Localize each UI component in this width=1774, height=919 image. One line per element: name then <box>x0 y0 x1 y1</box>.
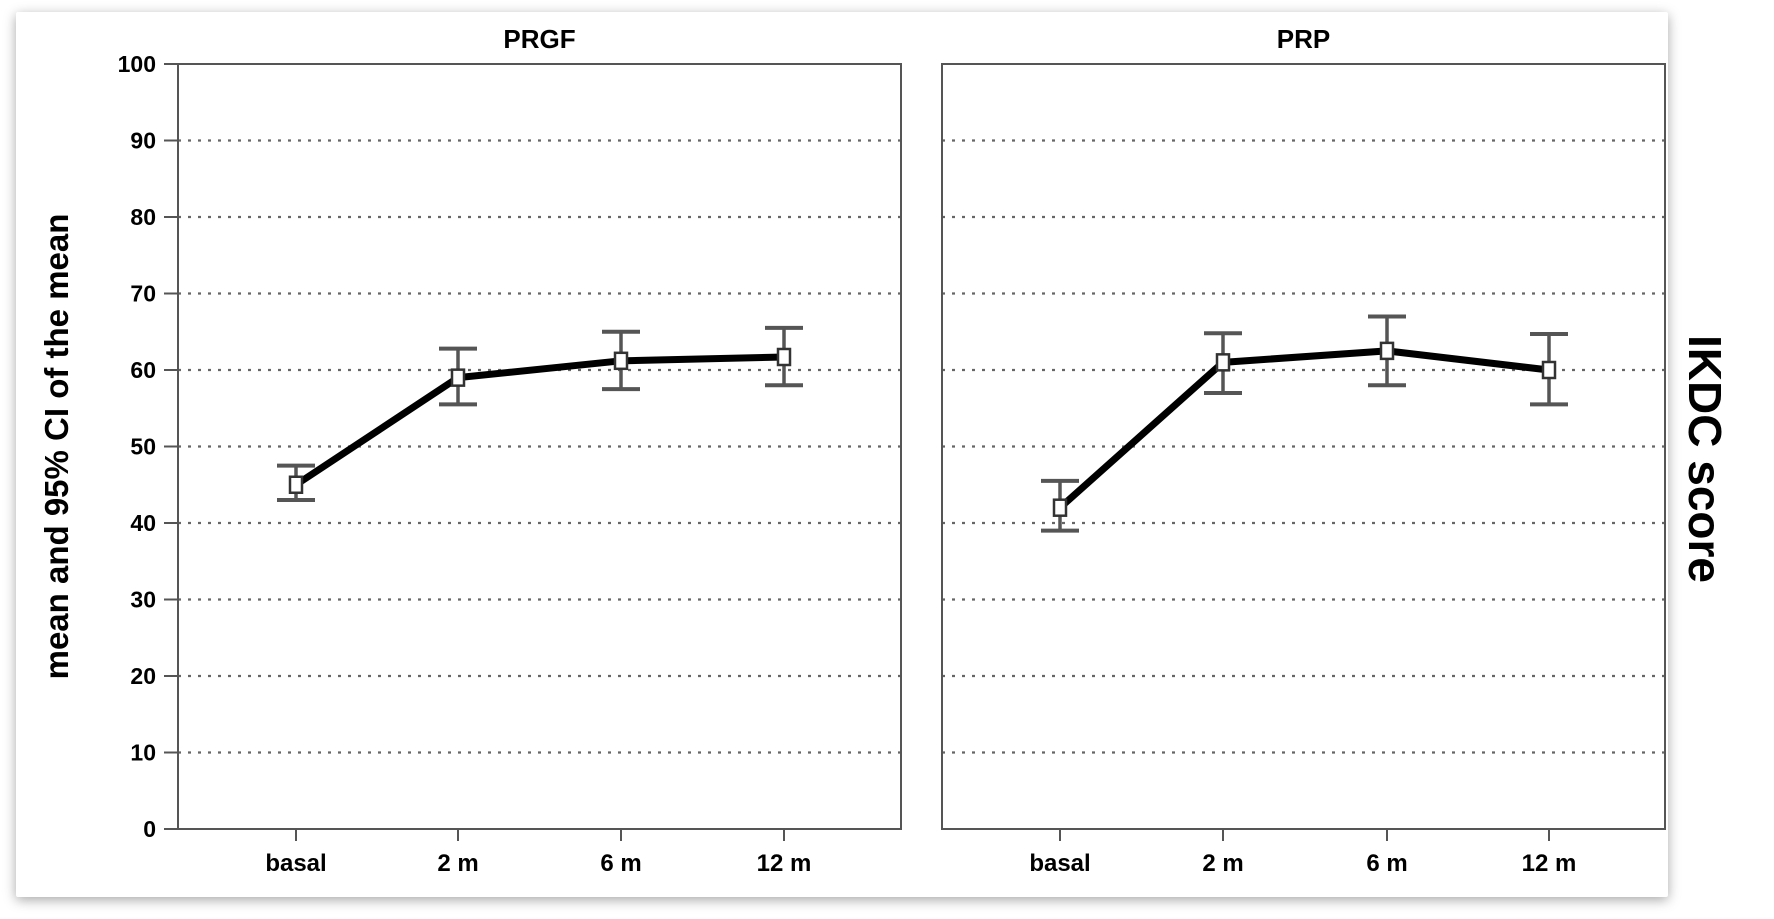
y-tick-label: 30 <box>130 587 156 613</box>
panel-0-frame <box>177 63 902 830</box>
y-tick-label: 40 <box>130 510 156 536</box>
data-point <box>1052 498 1068 517</box>
figure-card <box>16 12 1668 897</box>
x-tick-label: basal <box>1029 850 1090 877</box>
x-tick-label: basal <box>265 850 326 877</box>
y-tick-label: 60 <box>130 357 156 383</box>
chart-title: IKDC score <box>1679 335 1731 583</box>
x-tick-label: 6 m <box>600 850 641 877</box>
series-line <box>1056 347 1553 512</box>
data-point <box>1541 360 1557 380</box>
y-tick-label: 90 <box>130 128 156 154</box>
y-tick-label: 100 <box>118 51 156 77</box>
panel-1-frame <box>941 63 1666 830</box>
x-tick-label: 12 m <box>1522 850 1577 877</box>
x-tick-label: 2 m <box>1202 850 1243 877</box>
series-line <box>292 353 788 489</box>
panel-title: PRGF <box>503 24 575 54</box>
x-tick-label: 2 m <box>437 850 478 877</box>
panel-title: PRP <box>1277 24 1330 54</box>
data-point <box>613 351 629 371</box>
y-tick-label: 10 <box>130 740 156 766</box>
data-point <box>1379 341 1395 361</box>
data-point <box>288 475 304 494</box>
data-point <box>450 368 466 387</box>
y-tick-label: 80 <box>130 204 156 230</box>
x-tick-label: 6 m <box>1366 850 1407 877</box>
x-tick-label: 12 m <box>757 850 812 877</box>
y-tick-label: 20 <box>130 663 156 689</box>
data-point <box>776 347 792 367</box>
y-tick-label: 0 <box>143 816 156 842</box>
y-tick-label: 70 <box>130 281 156 307</box>
y-axis-label: mean and 95% CI of the mean <box>38 214 75 680</box>
y-tick-label: 50 <box>130 434 156 460</box>
data-point <box>1215 353 1231 372</box>
